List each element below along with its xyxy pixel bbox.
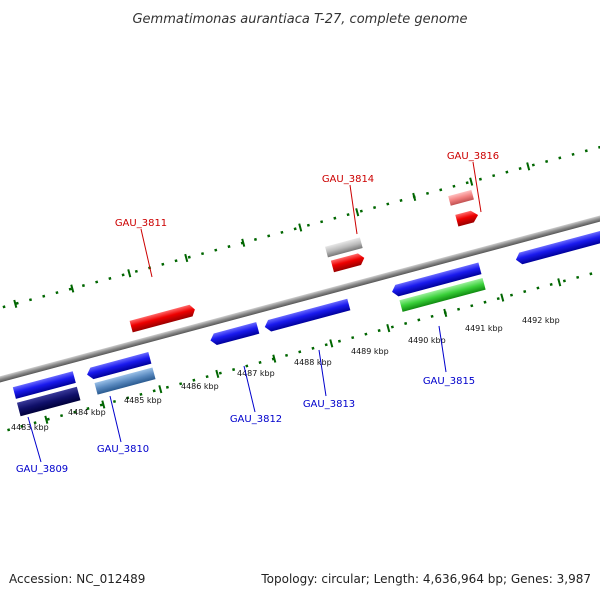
leader-gau-3814 [349,184,358,235]
gene-label-gau-3812[interactable]: GAU_3812 [230,414,282,425]
gene-label-gau-3809[interactable]: GAU_3809 [16,464,68,475]
gene-label-gau-3810[interactable]: GAU_3810 [97,444,149,455]
leader-gau-3815 [438,325,447,373]
accession-label: Accession: NC_012489 [9,572,146,586]
scale-label-4490: 4490 kbp [408,336,446,345]
gene-arrow-gau-3812[interactable] [209,322,260,346]
gene-arrow-next[interactable] [514,227,600,266]
leader-gau-3816 [472,161,482,213]
gene-arrow-gau-3809-upper[interactable] [12,371,76,399]
topology-label: Topology: circular; Length: 4,636,964 bp… [261,572,591,586]
lower-tick-track [0,261,600,435]
gene-arrow-gau-3815-lower[interactable] [399,278,486,312]
genome-backbone [0,210,600,388]
leader-gau-3809 [27,416,42,463]
scale-label-4483: 4483 kbp [11,423,49,432]
gene-arrow-gau-3814[interactable] [330,252,366,273]
leader-gau-3811 [140,228,153,278]
gene-label-gau-3815[interactable]: GAU_3815 [423,376,475,387]
map-title: Gemmatimonas aurantiaca T-27, complete g… [132,12,467,27]
leader-gau-3812 [243,365,256,413]
gene-label-gau-3811[interactable]: GAU_3811 [115,218,167,229]
scale-label-4486: 4486 kbp [181,382,219,391]
gene-box-gau-3816-pink[interactable] [448,189,474,206]
gene-arrow-gau-3815-upper[interactable] [390,262,482,298]
scale-label-4487: 4487 kbp [237,369,275,378]
gene-arrow-gau-3813[interactable] [263,298,351,333]
scale-label-4485: 4485 kbp [124,396,162,405]
scale-label-4489: 4489 kbp [351,347,389,356]
gene-arrow-gau-3816[interactable] [455,209,479,227]
gene-label-gau-3813[interactable]: GAU_3813 [303,399,355,410]
gene-arrow-gau-3810-lower[interactable] [94,367,156,395]
upper-major-ticks [13,162,531,308]
gene-arrow-gau-3810-upper[interactable] [86,352,152,380]
gene-label-gau-3816[interactable]: GAU_3816 [447,151,499,162]
scale-label-4488: 4488 kbp [294,358,332,367]
lower-major-ticks [44,278,562,424]
scale-label-4492: 4492 kbp [522,316,560,325]
scale-label-4484: 4484 kbp [68,408,106,417]
gene-arrow-gau-3811[interactable] [129,304,197,333]
leader-gau-3810 [109,395,122,443]
scale-label-4491: 4491 kbp [465,324,503,333]
gene-label-gau-3814[interactable]: GAU_3814 [322,174,374,185]
upper-tick-track [0,145,600,320]
gene-arrow-gau-3809-lower[interactable] [16,386,81,417]
leader-gau-3813 [318,349,327,397]
gene-box-gau-3814-gray[interactable] [325,237,363,258]
